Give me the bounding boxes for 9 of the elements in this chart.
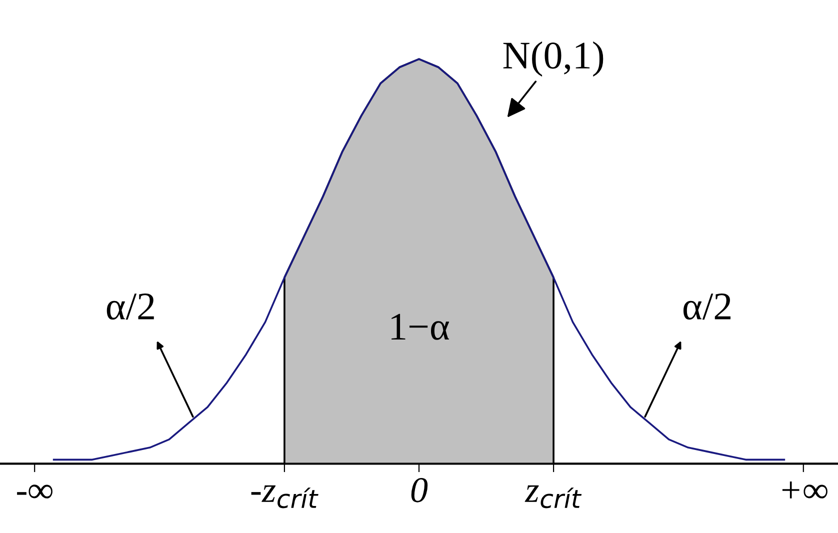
annotation: α/2 <box>683 294 730 320</box>
x-tick-label: 0 <box>411 478 428 502</box>
x-tick-label: z$_{crít}$ <box>524 485 582 508</box>
x-tick-label: -∞ <box>17 484 52 498</box>
annotation: N(0,1) <box>503 41 604 77</box>
x-tick-label: -z$_{crít}$ <box>251 485 318 508</box>
annotation: α/2 <box>106 294 154 320</box>
annotation: 1−α <box>392 314 449 340</box>
x-tick-label: +∞ <box>782 482 828 498</box>
